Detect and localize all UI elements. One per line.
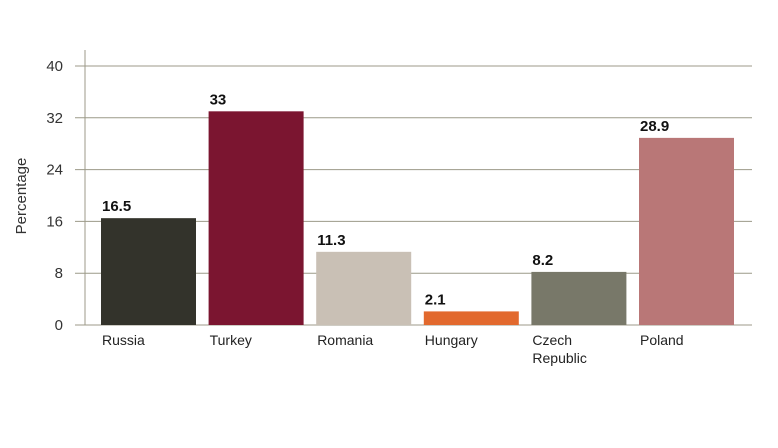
y-axis-title: Percentage: [13, 158, 30, 235]
bar-poland: [639, 137, 734, 325]
y-tick-label: 40: [46, 58, 63, 75]
y-tick-label: 32: [46, 110, 63, 127]
category-label: Turkey: [210, 332, 252, 348]
value-label: 33: [210, 91, 227, 108]
y-tick-label: 16: [46, 213, 63, 230]
value-label: 16.5: [102, 198, 131, 215]
value-label: 28.9: [640, 118, 669, 135]
y-axis-ticks: 0 8 16 24 32 40: [46, 58, 63, 334]
bar-romania: [316, 251, 412, 325]
category-label: Russia: [102, 332, 145, 348]
bars: [101, 111, 734, 325]
category-label-line: Hungary: [425, 332, 478, 348]
category-label: Poland: [640, 332, 684, 348]
category-label: Romania: [317, 332, 373, 348]
bar-czech-republic: [531, 271, 627, 325]
value-label: 11.3: [317, 232, 345, 249]
category-labels: Russia Turkey Romania Hungary Czech Republic P…: [102, 332, 684, 366]
category-label-line: Poland: [640, 332, 684, 348]
value-label: 8.2: [532, 252, 553, 269]
y-tick-label: 8: [55, 265, 63, 282]
category-label: Czech Republic: [532, 332, 586, 366]
category-label-line: Czech: [532, 332, 572, 348]
value-label: 2.1: [425, 291, 446, 308]
bar-russia: [101, 218, 196, 325]
y-tick-label: 24: [46, 162, 63, 179]
bar-hungary: [423, 311, 519, 325]
category-label: Hungary: [425, 332, 478, 348]
y-tick-label: 0: [55, 317, 63, 334]
bar-turkey: [208, 111, 304, 325]
category-label-line: Russia: [102, 332, 145, 348]
category-label-line: Turkey: [210, 332, 252, 348]
category-label-line: Republic: [532, 350, 586, 366]
category-label-line: Romania: [317, 332, 373, 348]
value-labels: 16.5 33 11.3 2.1 8.2 28.9: [102, 91, 669, 308]
